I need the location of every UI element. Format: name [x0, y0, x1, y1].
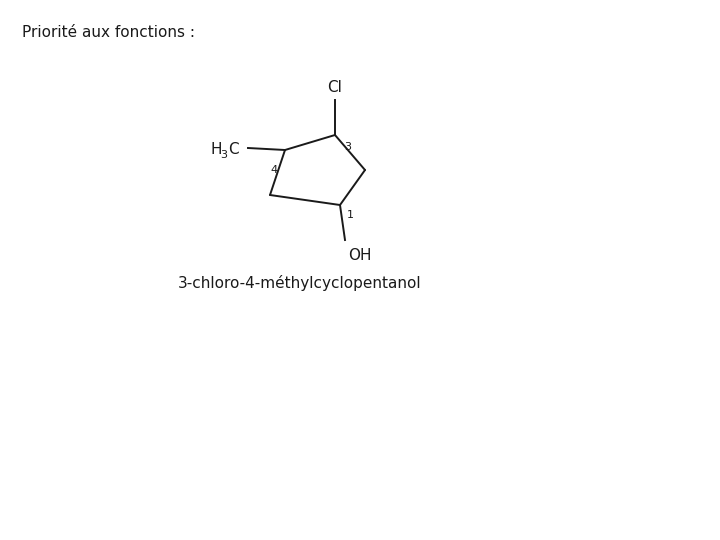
Text: C: C [228, 143, 238, 158]
Text: H: H [210, 143, 222, 158]
Text: 4: 4 [271, 165, 278, 175]
Text: Cl: Cl [328, 80, 343, 95]
Text: 3: 3 [220, 150, 227, 160]
Text: 1: 1 [347, 210, 354, 220]
Text: 3-chloro-4-méthylcyclopentanol: 3-chloro-4-méthylcyclopentanol [178, 275, 422, 291]
Text: Priorité aux fonctions :: Priorité aux fonctions : [22, 25, 195, 40]
Text: OH: OH [348, 248, 372, 263]
Text: 3: 3 [344, 142, 351, 152]
